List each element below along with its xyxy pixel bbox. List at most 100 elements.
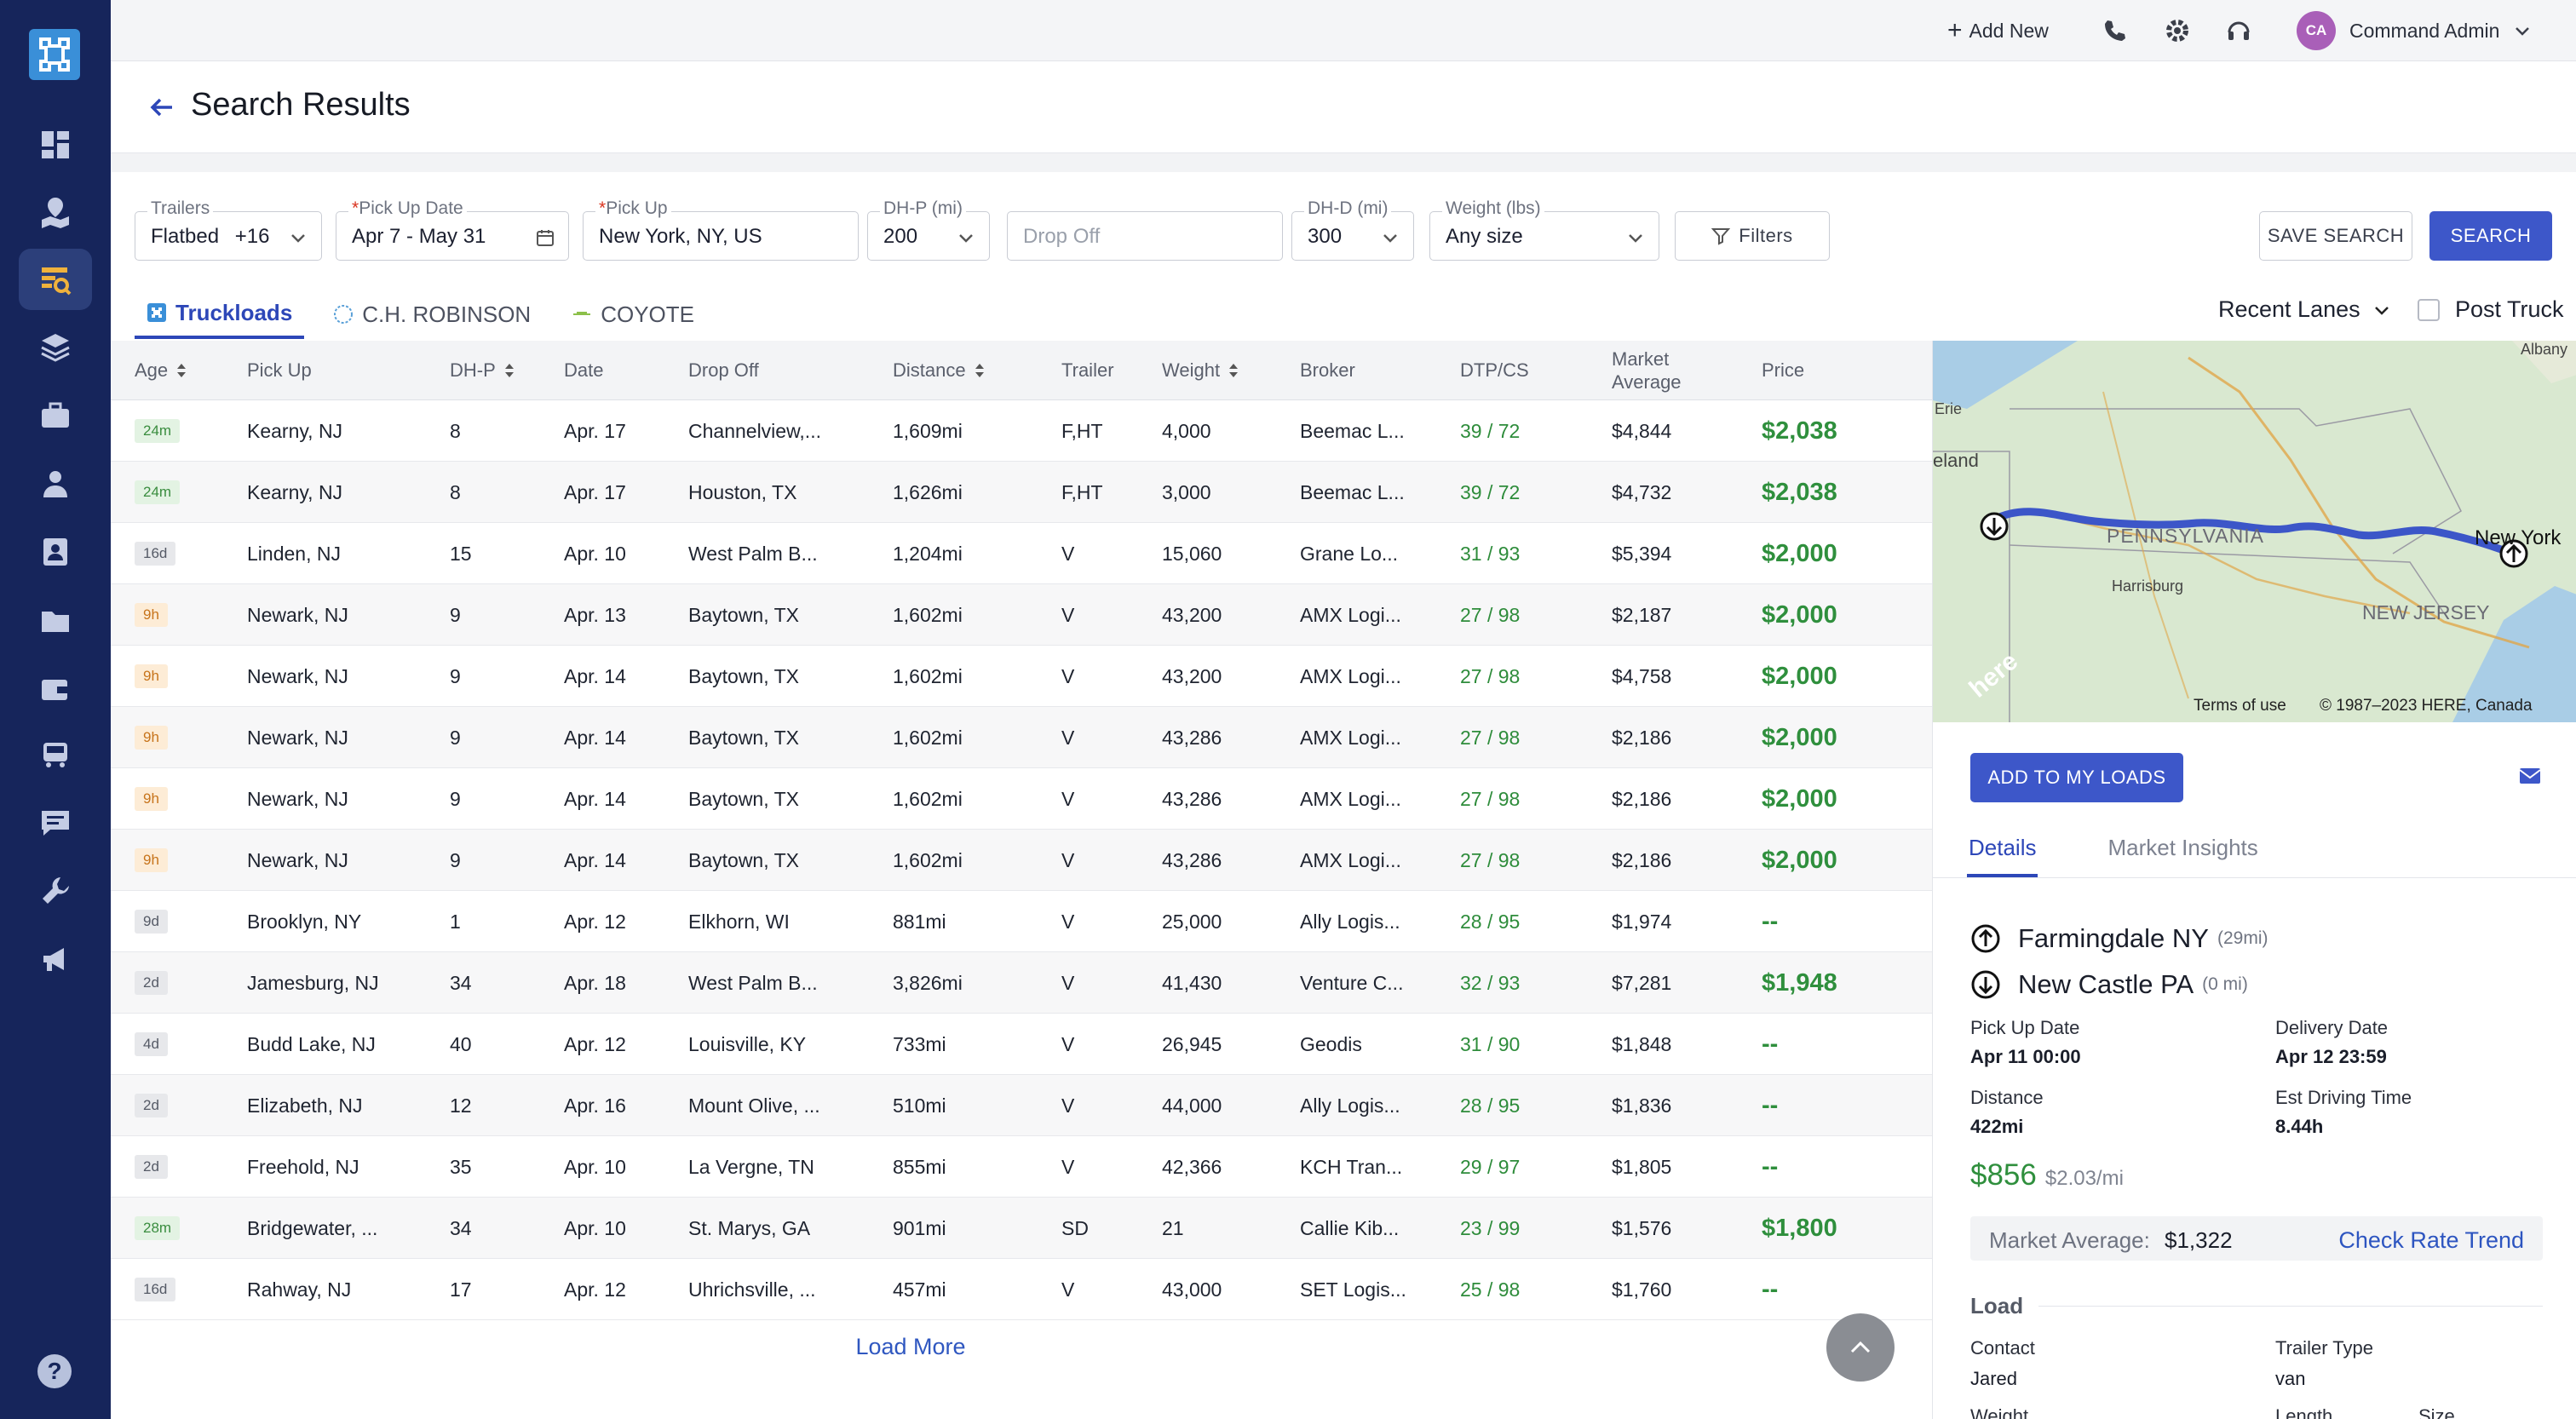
date-value: Apr. 13 (564, 603, 626, 626)
cell-pickup: Newark, NJ (247, 646, 348, 707)
table-row[interactable]: 24m Kearny, NJ 8 Apr. 17 Houston, TX 1,626mi F… (111, 462, 1932, 523)
app-logo[interactable] (29, 29, 80, 80)
save-search-button[interactable]: SAVE SEARCH (2259, 211, 2412, 261)
contact-value: Jared (1970, 1368, 2018, 1389)
recent-lanes-dropdown[interactable]: Recent Lanes (2218, 296, 2391, 323)
trailers-label: Trailers (147, 198, 214, 219)
nav-layers[interactable] (19, 317, 92, 378)
age-badge: 9h (135, 664, 168, 688)
nav-messages[interactable] (19, 792, 92, 853)
market-value: $1,974 (1612, 910, 1672, 933)
nav-load-search[interactable] (19, 249, 92, 310)
table-row[interactable]: 4d Budd Lake, NJ 40 Apr. 12 Louisville, KY 73… (111, 1014, 1932, 1075)
table-row[interactable]: 9h Newark, NJ 9 Apr. 14 Baytown, TX 1,602mi V 4… (111, 830, 1932, 891)
nav-driver[interactable] (19, 453, 92, 514)
length-detail-label: Length (2275, 1405, 2333, 1419)
dropoff-value: Baytown, TX (688, 603, 799, 626)
dh-d-select[interactable]: DH-D (mi) 300 (1291, 198, 1414, 261)
drop-off-field[interactable]: Drop Off (1007, 211, 1283, 261)
age-badge: 16d (135, 542, 176, 566)
load-search-icon (42, 267, 72, 296)
add-to-my-loads-button[interactable]: ADD TO MY LOADS (1970, 753, 2183, 802)
phone-button[interactable] (2101, 0, 2128, 61)
dtp-value: 28 / 95 (1460, 910, 1521, 933)
mail-icon[interactable] (2517, 763, 2543, 789)
tab-details[interactable]: Details (1967, 824, 2038, 877)
dropoff-value: West Palm B... (688, 971, 818, 994)
table-row[interactable]: 16d Linden, NJ 15 Apr. 10 West Palm B... 1,20… (111, 523, 1932, 584)
filters-button[interactable]: Filters (1675, 211, 1830, 261)
help-icon[interactable]: ? (37, 1354, 72, 1388)
nav-dashboard[interactable] (19, 114, 92, 175)
cell-distance: 1,602mi (893, 768, 963, 830)
tab-coyote[interactable]: COYOTE (560, 290, 706, 339)
age-badge: 9h (135, 787, 168, 811)
nav-folders[interactable] (19, 589, 92, 651)
route-map[interactable]: Albany Erie eland PENNSYLVANIA New York … (1933, 341, 2576, 722)
table-row[interactable]: 9h Newark, NJ 9 Apr. 14 Baytown, TX 1,602mi V 4… (111, 646, 1932, 707)
origin-city: Farmingdale NY (2018, 923, 2209, 953)
dhp-value: 8 (450, 419, 461, 442)
nav-briefcase[interactable] (19, 385, 92, 446)
load-section-divider (2038, 1306, 2543, 1307)
price-value: $2,000 (1762, 600, 1837, 629)
trailer-value: V (1061, 1278, 1075, 1301)
cell-weight: 41,430 (1162, 952, 1222, 1014)
nav-wallet[interactable] (19, 658, 92, 719)
market-value: $4,758 (1612, 664, 1672, 687)
table-row[interactable]: 9h Newark, NJ 9 Apr. 13 Baytown, TX 1,602mi V 4… (111, 584, 1932, 646)
tab-ch-robinson[interactable]: C.H. ROBINSON (321, 290, 543, 339)
cell-pickup: Newark, NJ (247, 768, 348, 830)
nav-map[interactable] (19, 181, 92, 242)
detail-tabs: Details Market Insights (1967, 824, 2328, 877)
cell-pickup: Elizabeth, NJ (247, 1075, 363, 1136)
table-row[interactable]: 24m Kearny, NJ 8 Apr. 17 Channelview,... 1,60… (111, 400, 1932, 462)
load-more-link[interactable]: Load More (855, 1334, 966, 1359)
nav-announcements[interactable] (19, 928, 92, 990)
back-arrow-icon[interactable] (147, 92, 177, 123)
nav-tools[interactable] (19, 860, 92, 922)
col-age[interactable]: Age (135, 341, 188, 400)
col-weight[interactable]: Weight (1162, 341, 1240, 400)
distance-value: 881mi (893, 910, 946, 933)
pickup-field[interactable]: *Pick Up New York, NY, US (583, 198, 859, 261)
table-row[interactable]: 2d Freehold, NJ 35 Apr. 10 La Vergne, TN 855m… (111, 1136, 1932, 1198)
table-row[interactable]: 2d Jamesburg, NJ 34 Apr. 18 West Palm B... 3,… (111, 952, 1932, 1014)
table-row[interactable]: 9h Newark, NJ 9 Apr. 14 Baytown, TX 1,602mi V 4… (111, 768, 1932, 830)
layers-icon (41, 334, 70, 362)
cell-trailer: V (1061, 1014, 1074, 1075)
user-menu[interactable]: CA Command Admin (2297, 0, 2532, 61)
cell-dtp: 29 / 97 (1460, 1136, 1520, 1198)
tab-truckloads[interactable]: Truckloads (135, 290, 305, 339)
map-label-new-jersey: NEW JERSEY (2362, 601, 2490, 623)
trailers-select[interactable]: Trailers Flatbed +16 (135, 198, 322, 261)
tab-market-insights[interactable]: Market Insights (2107, 835, 2258, 860)
plus-icon: + (1947, 16, 1963, 44)
col-distance[interactable]: Distance (893, 341, 986, 400)
filter-icon (1711, 228, 1731, 245)
table-row[interactable]: 9h Newark, NJ 9 Apr. 14 Baytown, TX 1,602mi V 4… (111, 707, 1932, 768)
nav-contacts[interactable] (19, 521, 92, 583)
cell-market: $4,844 (1612, 400, 1671, 462)
table-row[interactable]: 2d Elizabeth, NJ 12 Apr. 16 Mount Olive, ...… (111, 1075, 1932, 1136)
post-truck-toggle[interactable]: Post Truck (2418, 296, 2564, 323)
table-row[interactable]: 16d Rahway, NJ 17 Apr. 12 Uhrichsville, ... 4… (111, 1259, 1932, 1320)
nav-trucks[interactable] (19, 724, 92, 785)
scroll-to-top-button[interactable] (1826, 1313, 1895, 1382)
settings-button[interactable] (2164, 0, 2191, 61)
pickup-date-field[interactable]: *Pick Up Date Apr 7 - May 31 (336, 198, 569, 261)
map-terms-link[interactable]: Terms of use (2194, 697, 2286, 715)
add-new-button[interactable]: + Add New (1947, 0, 2049, 61)
col-trailer: Trailer (1061, 359, 1114, 381)
support-button[interactable] (2225, 0, 2252, 61)
col-dhp[interactable]: DH-P (450, 341, 516, 400)
post-truck-checkbox[interactable] (2418, 298, 2440, 321)
distance-value: 1,626mi (893, 480, 963, 503)
table-row[interactable]: 9d Brooklyn, NY 1 Apr. 12 Elkhorn, WI 881mi V 2… (111, 891, 1932, 952)
check-rate-trend-link[interactable]: Check Rate Trend (2338, 1227, 2524, 1253)
table-row[interactable]: 28m Bridgewater, ... 34 Apr. 10 St. Marys, G… (111, 1198, 1932, 1259)
search-button[interactable]: SEARCH (2429, 211, 2552, 261)
date-value: Apr. 10 (564, 1216, 626, 1239)
weight-select[interactable]: Weight (lbs) Any size (1429, 198, 1659, 261)
dh-p-select[interactable]: DH-P (mi) 200 (867, 198, 990, 261)
